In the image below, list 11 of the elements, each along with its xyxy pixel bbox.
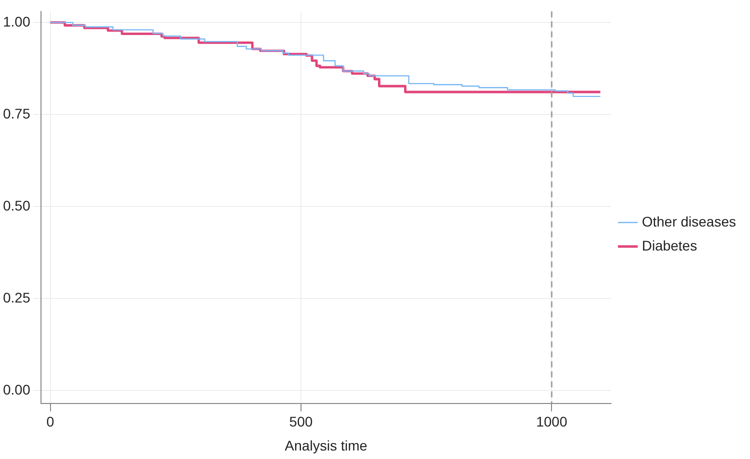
x-tick-label: 500 [289, 414, 313, 430]
legend-label: Other diseases [642, 213, 736, 230]
y-tick-label: 0.00 [3, 381, 30, 398]
y-tick-label: 0.50 [3, 197, 30, 214]
y-tick-label: 1.00 [3, 13, 30, 30]
x-axis-title: Analysis time [284, 437, 368, 454]
x-tick-label: 1000 [536, 414, 568, 430]
legend-label: Diabetes [642, 237, 698, 254]
x-tick-label: 0 [46, 414, 54, 430]
y-tick-label: 0.75 [3, 105, 30, 122]
y-tick-label: 0.25 [3, 289, 30, 306]
